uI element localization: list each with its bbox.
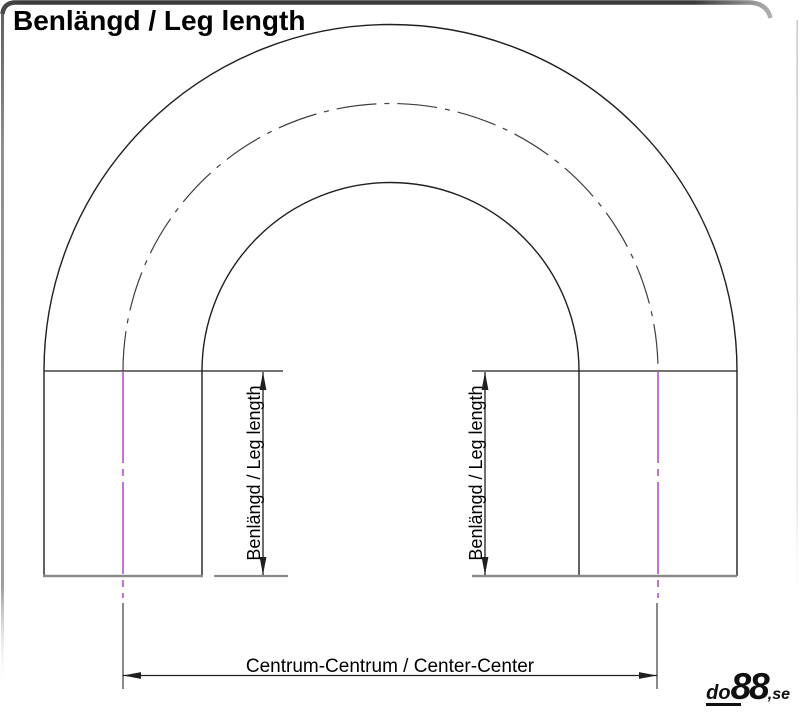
arrowhead-up-icon [259, 372, 267, 390]
logo-prefix: do [706, 683, 741, 706]
arrowhead-left-icon [123, 672, 141, 679]
arrowhead-right-icon [639, 672, 657, 679]
dimension-arrowheads [123, 372, 657, 679]
arrowhead-down-icon [481, 557, 489, 575]
page-frame [0, 0, 798, 684]
right-leg-length-label: Benlängd / Leg length [466, 385, 486, 560]
centerline-arc [122, 102, 659, 372]
arrowhead-down-icon [259, 557, 267, 575]
logo-number: 88 [730, 666, 770, 707]
frame-top-edge [0, 0, 773, 19]
logo-suffix: ,se [767, 686, 790, 703]
arrowhead-up-icon [481, 372, 489, 390]
left-leg-length-label: Benlängd / Leg length [244, 385, 264, 560]
page-title: Benlängd / Leg length [13, 5, 306, 36]
center-center-label: Centrum-Centrum / Center-Center [246, 656, 535, 677]
do88-logo: do 88 ,se [706, 668, 790, 706]
inner-arc [201, 181, 580, 372]
outer-arc [43, 23, 738, 372]
